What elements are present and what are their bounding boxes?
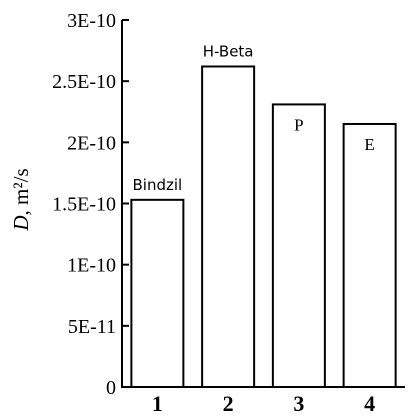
y-tick-label: 5E-11 [68, 316, 116, 338]
y-axis-title-symbol: D [9, 215, 33, 231]
y-tick-label: 2.5E-10 [52, 71, 116, 93]
bar [130, 198, 185, 388]
bar-annotation: Bindzil [133, 176, 183, 194]
bar-annotation: H-Beta [203, 42, 254, 60]
bar-labels: Bindzil H-Beta P E [133, 42, 375, 193]
bar [201, 65, 256, 388]
x-tick-label: 3 [293, 391, 304, 416]
y-tick-label: 3E-10 [67, 10, 116, 32]
bar [271, 103, 326, 388]
x-tick-label: 2 [223, 391, 234, 416]
bar-annotation: P [294, 115, 303, 134]
x-tick-label: 4 [364, 391, 375, 416]
x-tick-label: 1 [152, 391, 163, 416]
bar-annotation: E [364, 135, 374, 154]
y-axis-ticks: 0 5E-11 1E-10 1.5E-10 2E-10 2.5E-10 3E-10 [52, 10, 129, 399]
y-axis-title-unit: , m²/s [9, 168, 33, 215]
bars [130, 65, 397, 388]
y-tick-label: 2E-10 [67, 132, 116, 154]
bar [342, 122, 397, 388]
y-axis-title: D, m²/s [9, 168, 33, 231]
x-axis-labels: 1 2 3 4 [152, 391, 375, 416]
y-tick-label: 0 [106, 377, 116, 399]
y-tick-label: 1.5E-10 [52, 194, 116, 216]
y-tick-label: 1E-10 [67, 255, 116, 277]
